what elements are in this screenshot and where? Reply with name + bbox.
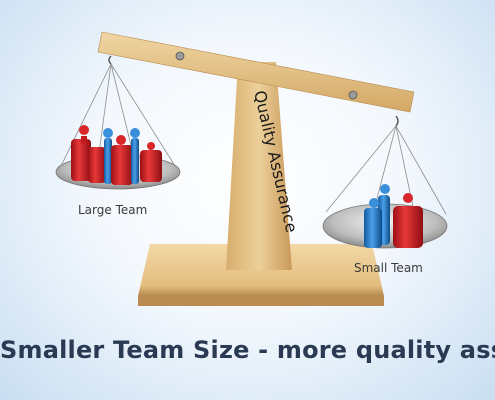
large-team-weights <box>71 125 162 185</box>
slide-caption: Smaller Team Size - more quality assuran <box>0 336 495 364</box>
small-team-label: Small Team <box>354 261 423 275</box>
small-team-weights <box>364 184 423 248</box>
large-team-label: Large Team <box>78 203 147 217</box>
